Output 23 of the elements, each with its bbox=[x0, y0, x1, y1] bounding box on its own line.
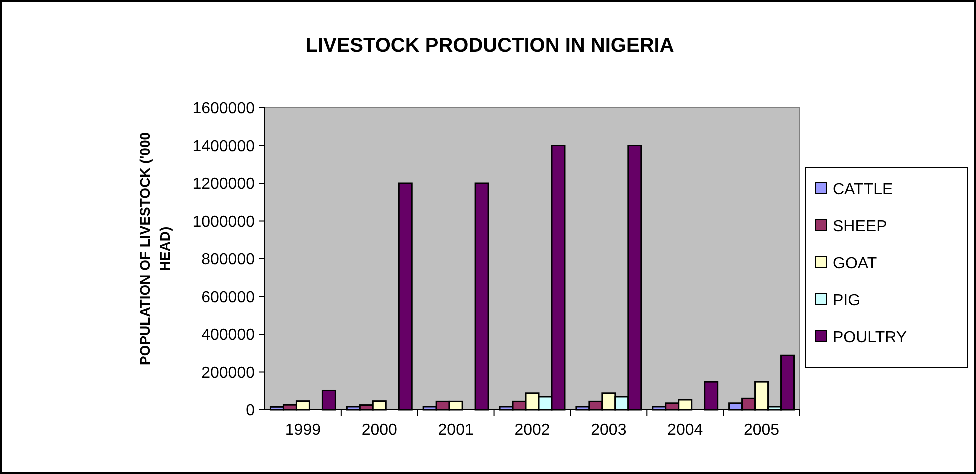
y-axis-title: POPULATION OF LIVESTOCK ('000 HEAD) bbox=[137, 132, 173, 366]
legend-label: GOAT bbox=[833, 256, 878, 273]
y-tick-label: 1200000 bbox=[192, 176, 256, 194]
x-tick-label: 2002 bbox=[514, 422, 550, 439]
x-tick-label: 1999 bbox=[285, 422, 322, 439]
chart-title: LIVESTOCK PRODUCTION IN NIGERIA bbox=[306, 35, 674, 57]
legend-label: SHEEP bbox=[833, 218, 888, 236]
y-tick-label: 800000 bbox=[202, 252, 256, 269]
y-tick-label: 1400000 bbox=[192, 138, 256, 156]
x-tick-label: 2003 bbox=[591, 422, 627, 439]
y-tick-label: 1000000 bbox=[192, 214, 256, 231]
y-tick-label: 1600000 bbox=[192, 100, 256, 118]
legend-label: PIG bbox=[833, 292, 861, 310]
x-tick-label: 2000 bbox=[362, 422, 398, 439]
y-tick-label: 400000 bbox=[202, 327, 256, 344]
x-tick-label: 2004 bbox=[668, 422, 704, 439]
legend-label: CATTLE bbox=[833, 182, 894, 199]
x-tick-label: 2005 bbox=[744, 422, 780, 439]
x-tick-label: 2001 bbox=[438, 422, 474, 439]
legend-label: POULTRY bbox=[833, 330, 908, 347]
y-tick-label: 600000 bbox=[202, 289, 256, 306]
y-tick-label: 200000 bbox=[202, 364, 256, 382]
y-tick-label: 0 bbox=[246, 402, 256, 420]
